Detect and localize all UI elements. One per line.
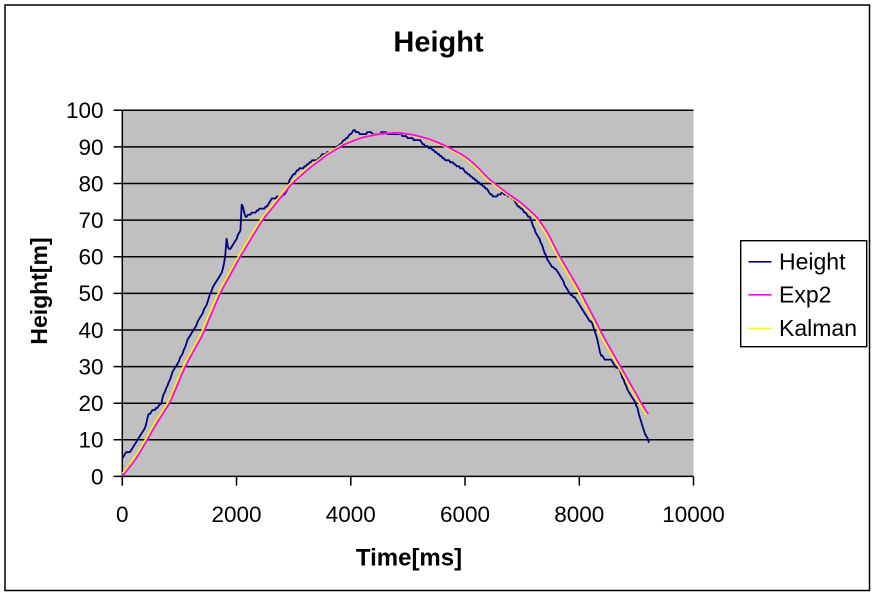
svg-text:70: 70 — [78, 208, 103, 233]
svg-text:0: 0 — [116, 502, 129, 527]
svg-text:20: 20 — [78, 391, 103, 416]
svg-text:40: 40 — [78, 318, 103, 343]
svg-text:Height: Height — [779, 248, 846, 274]
svg-text:60: 60 — [78, 245, 103, 270]
svg-text:6000: 6000 — [440, 502, 490, 527]
svg-text:0: 0 — [91, 464, 104, 489]
svg-text:100: 100 — [66, 98, 104, 123]
svg-text:Exp2: Exp2 — [779, 281, 831, 307]
svg-text:30: 30 — [78, 355, 103, 380]
svg-text:80: 80 — [78, 171, 103, 196]
svg-text:Height[m]: Height[m] — [26, 237, 52, 344]
svg-text:10000: 10000 — [662, 502, 725, 527]
svg-text:8000: 8000 — [554, 502, 604, 527]
svg-text:2000: 2000 — [211, 502, 261, 527]
svg-text:50: 50 — [78, 281, 103, 306]
svg-text:Kalman: Kalman — [779, 315, 857, 341]
svg-text:Time[ms]: Time[ms] — [356, 545, 462, 572]
svg-text:4000: 4000 — [326, 502, 376, 527]
svg-text:10: 10 — [78, 428, 103, 453]
svg-text:90: 90 — [78, 135, 103, 160]
svg-text:Height: Height — [393, 27, 484, 59]
